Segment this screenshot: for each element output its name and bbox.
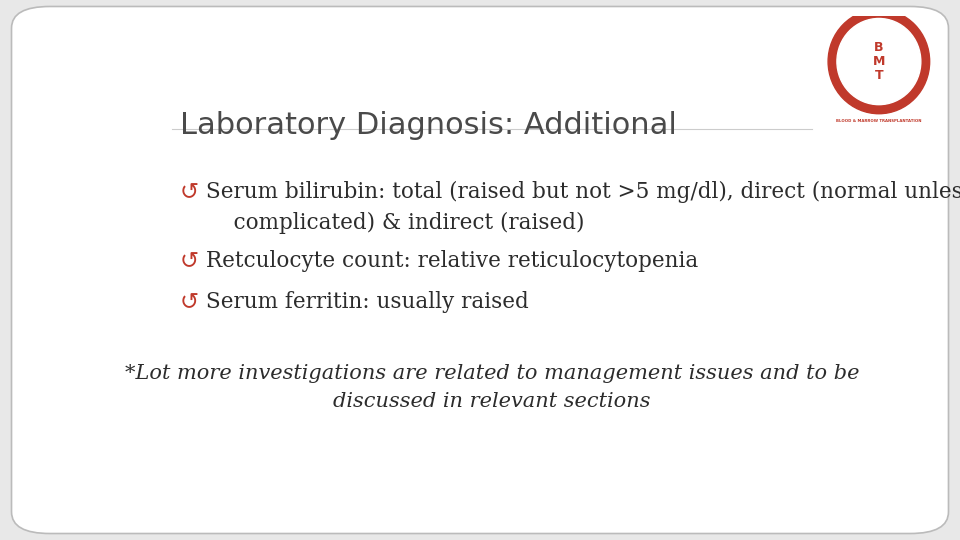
Text: Serum ferritin: usually raised: Serum ferritin: usually raised [205,292,528,313]
Circle shape [828,9,929,114]
Text: ↺: ↺ [180,292,199,314]
Text: ↺: ↺ [180,250,199,273]
Text: M: M [873,55,885,68]
Text: ↺: ↺ [180,181,199,204]
Text: *Lot more investigations are related to management issues and to be
discussed in: *Lot more investigations are related to … [125,364,859,411]
Circle shape [837,18,921,105]
Text: Laboratory Diagnosis: Additional: Laboratory Diagnosis: Additional [180,111,677,139]
Text: T: T [875,69,883,82]
Text: Retculocyte count: relative reticulocytopenia: Retculocyte count: relative reticulocyto… [205,250,698,272]
Text: BLOOD & MARROW TRANSPLANTATION: BLOOD & MARROW TRANSPLANTATION [836,118,922,123]
Text: Serum bilirubin: total (raised but not >5 mg/dl), direct (normal unless
    comp: Serum bilirubin: total (raised but not >… [205,181,960,234]
Text: B: B [875,42,883,55]
